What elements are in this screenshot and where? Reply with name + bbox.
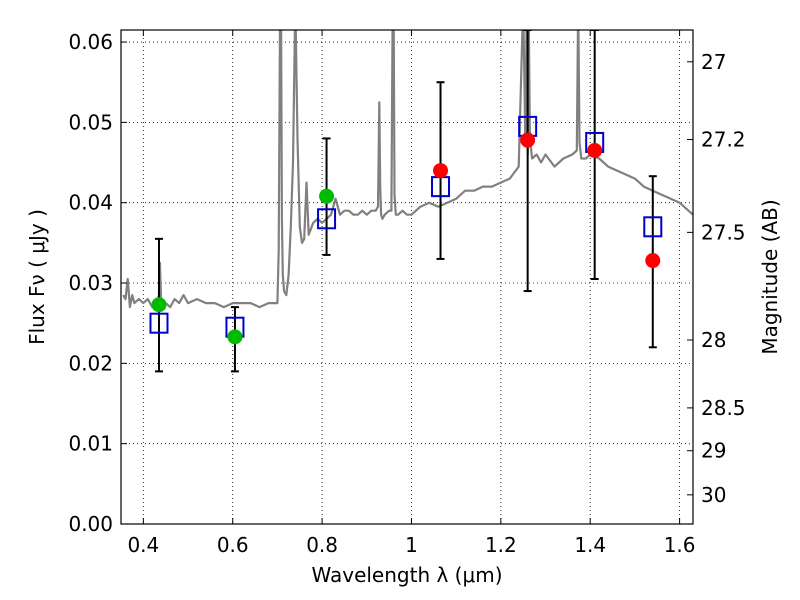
y2-axis-title: Magnitude (AB): [758, 199, 782, 354]
template-spectrum-line: [122, 30, 693, 309]
observed-point-red: [433, 163, 449, 179]
model-square: [149, 312, 169, 334]
y2-tick-label: 29: [701, 439, 726, 463]
y-axis-title: Flux Fν ( μJy ): [25, 209, 49, 345]
x-tick-label: 1.4: [574, 533, 606, 557]
y-tick-label: 0.01: [68, 432, 113, 456]
y2-tick-label: 28: [701, 328, 726, 352]
observed-point-green: [227, 329, 243, 345]
y2-axis-ticks: 27 27.2 27.5 28 28.5 29 30: [687, 50, 746, 507]
y-tick-label: 0.03: [68, 271, 113, 295]
observed-point-red: [645, 253, 661, 269]
model-square: [643, 216, 663, 238]
template-spectrum: [122, 30, 693, 309]
x-tick-label: 1: [405, 533, 418, 557]
observed-point-green: [151, 297, 167, 313]
y2-tick-label: 28.5: [701, 396, 746, 420]
y-tick-label: 0.06: [68, 30, 113, 54]
model-square: [317, 208, 337, 230]
y-axis-ticks: 0.00 0.01 0.02 0.03 0.04 0.05 0.06: [68, 30, 127, 536]
y2-tick-label: 27.2: [701, 128, 746, 152]
x-tick-label: 1.2: [485, 533, 517, 557]
y-tick-label: 0.05: [68, 110, 113, 134]
observed-point-red: [520, 132, 536, 148]
observed-point-green: [319, 188, 335, 204]
observed-point-red: [587, 142, 603, 158]
x-axis-title: Wavelength λ (μm): [311, 563, 502, 587]
y2-tick-label: 27.5: [701, 220, 746, 244]
y-tick-label: 0.00: [68, 512, 113, 536]
plot-frame: [120, 29, 694, 525]
y2-tick-label: 27: [701, 50, 726, 74]
x-tick-label: 0.4: [127, 533, 159, 557]
x-tick-label: 1.6: [664, 533, 696, 557]
x-tick-label: 0.6: [217, 533, 249, 557]
y-tick-label: 0.04: [68, 191, 113, 215]
x-axis-ticks: 0.4 0.6 0.8 1 1.2 1.4 1.6: [127, 30, 696, 557]
y2-tick-label: 30: [701, 483, 726, 507]
y-tick-label: 0.02: [68, 351, 113, 375]
x-tick-label: 0.8: [306, 533, 338, 557]
observed-points: [151, 132, 661, 345]
